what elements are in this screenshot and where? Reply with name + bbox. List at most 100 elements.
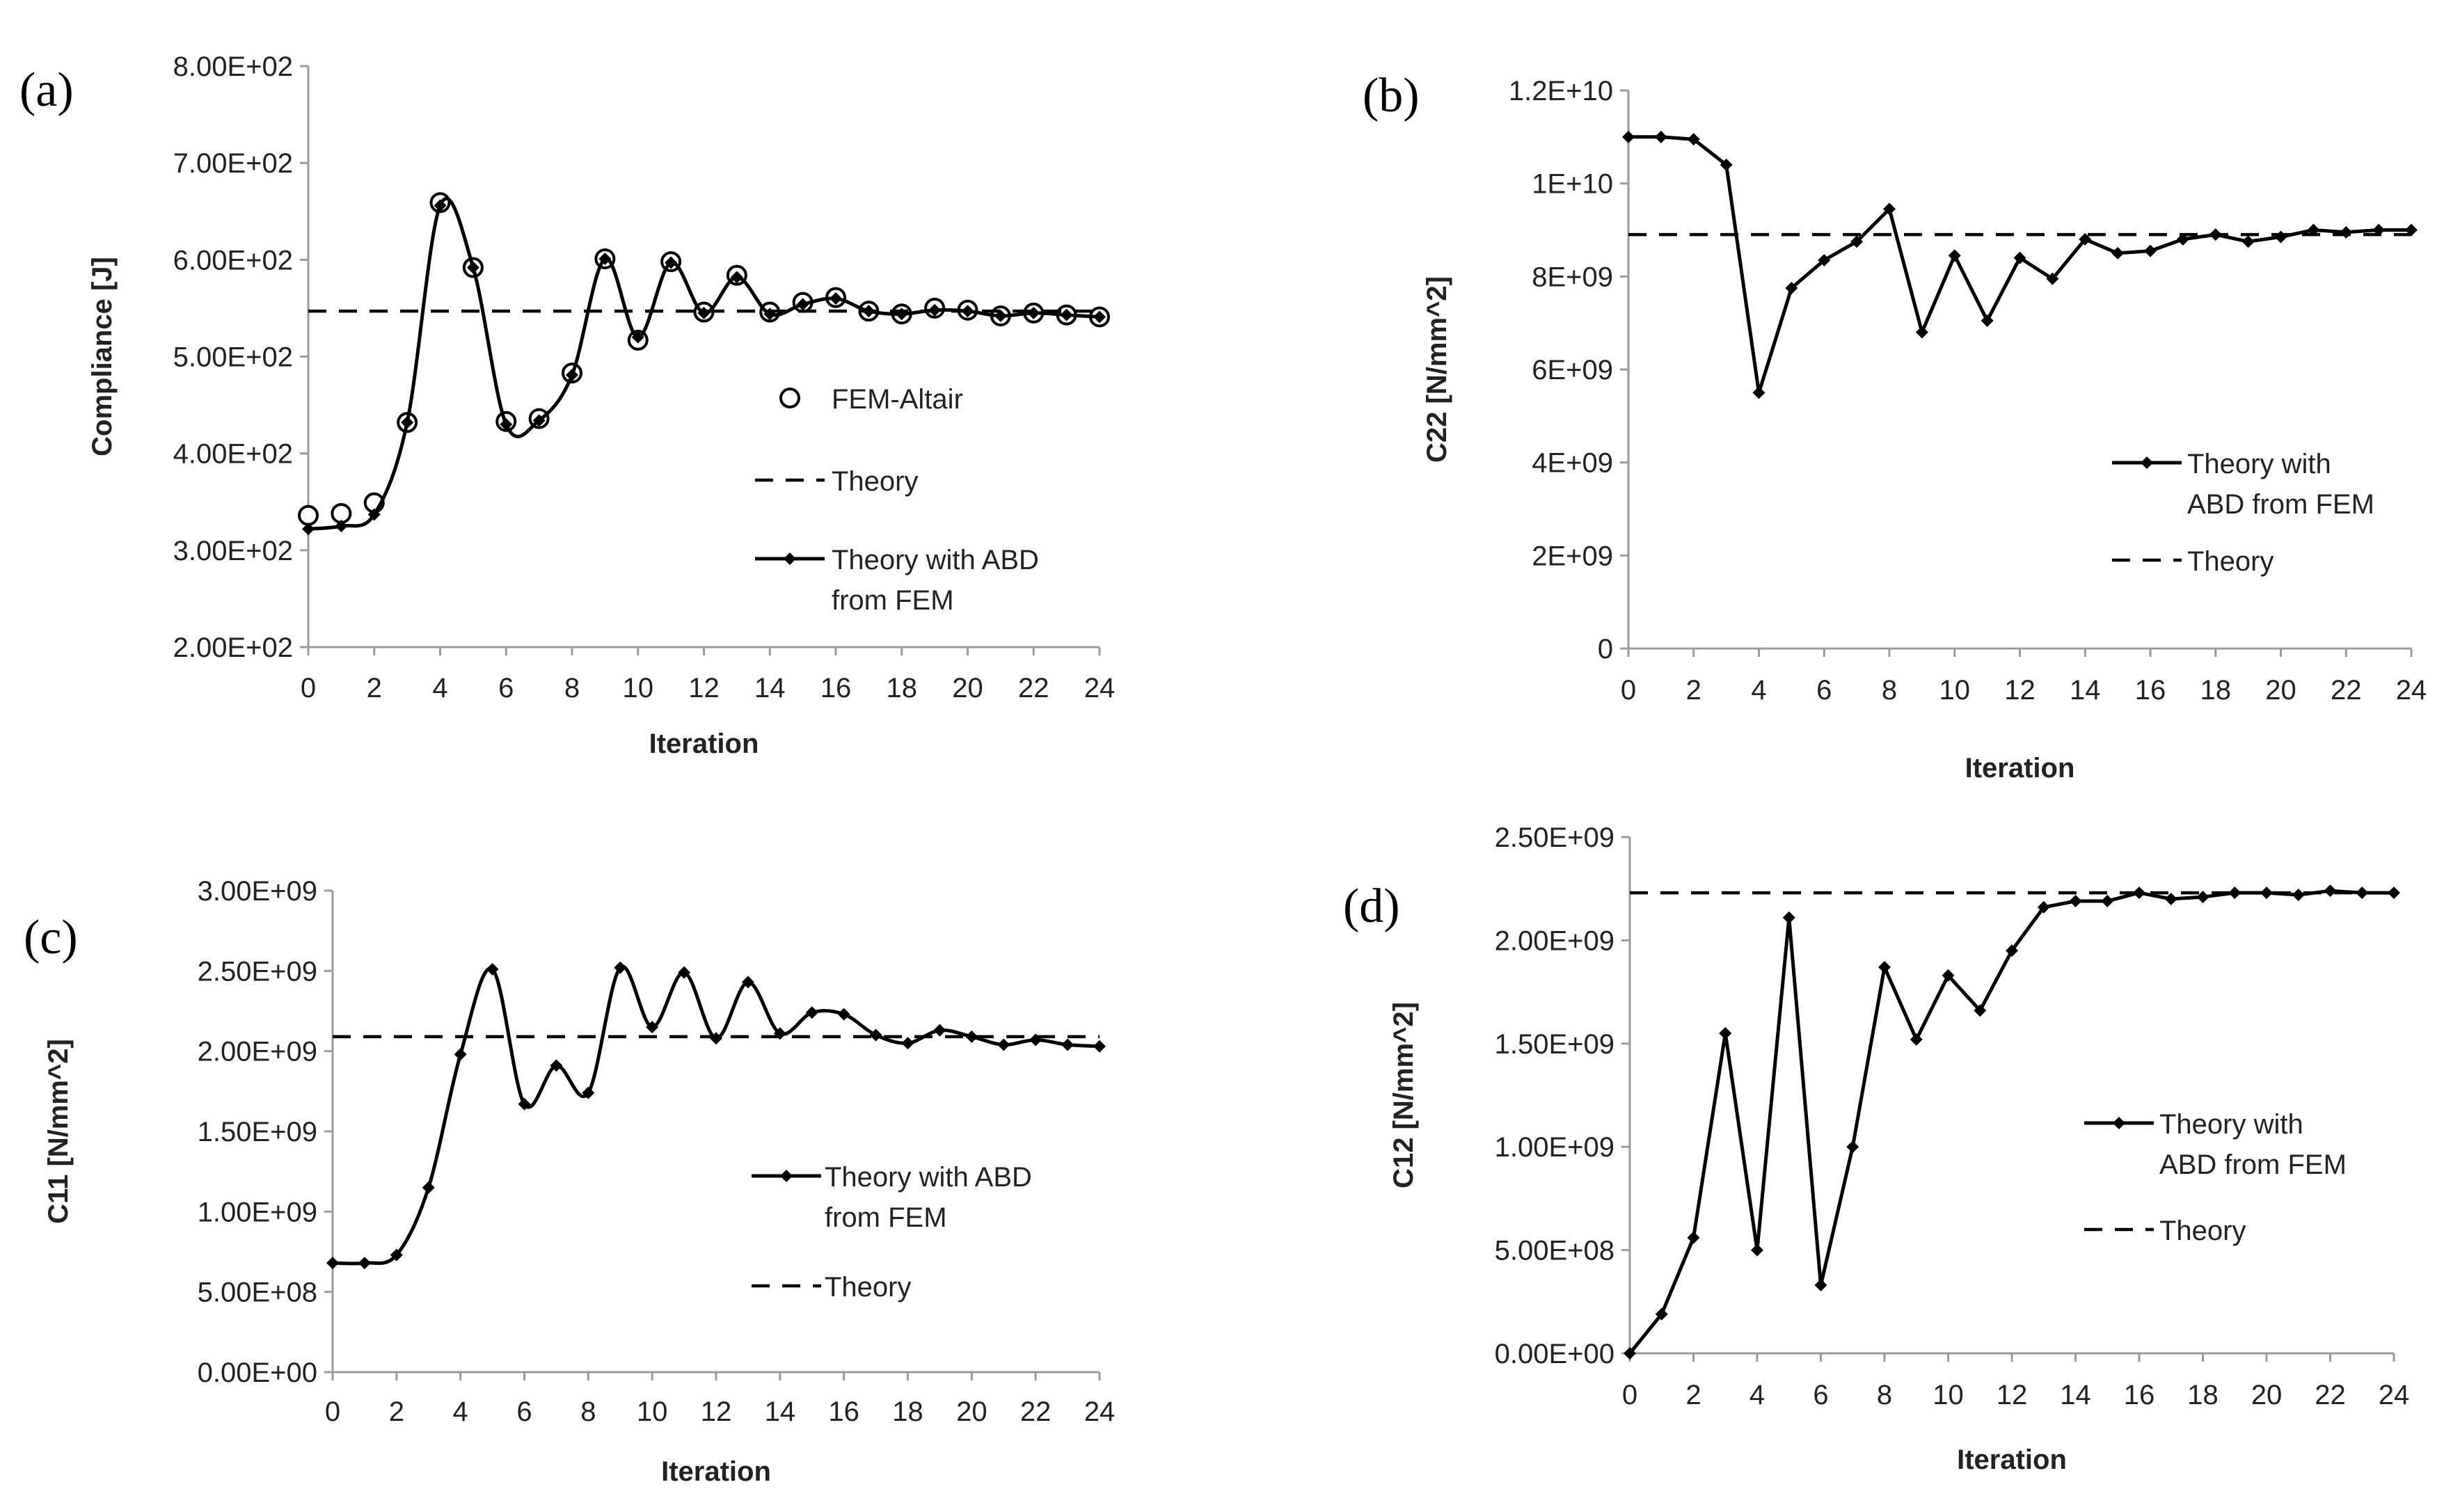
x-tick-label: 16 bbox=[828, 1396, 859, 1427]
y-tick-label: 0 bbox=[1598, 634, 1613, 665]
theory-abd-point bbox=[335, 520, 348, 533]
y-tick-label: 8E+09 bbox=[1532, 262, 1613, 292]
theory-abd-point bbox=[466, 261, 479, 274]
legend-label: Theory bbox=[2159, 1216, 2246, 1246]
legend-symbol bbox=[784, 552, 796, 565]
x-tick-label: 8 bbox=[564, 673, 580, 703]
x-tick-label: 18 bbox=[2200, 675, 2232, 706]
theory-abd-point bbox=[678, 966, 691, 979]
y-tick-label: 3.00E+02 bbox=[173, 536, 293, 566]
chart-c12: 0.00E+00 5.00E+08 1.00E+09 1.50E+09 2.00E+09… bbox=[1388, 822, 2409, 1475]
theory-abd-point bbox=[2006, 944, 2018, 957]
theory-abd-point bbox=[928, 303, 942, 317]
theory-abd-point bbox=[1093, 310, 1106, 324]
x-tick-label: 20 bbox=[2265, 675, 2296, 706]
panel-label-d: (d) bbox=[1343, 880, 1400, 933]
theory-abd-point bbox=[741, 976, 754, 989]
x-tick-label: 14 bbox=[2070, 675, 2101, 706]
y-axis-label: Compliance [J] bbox=[87, 257, 118, 456]
y-tick-label: 3.00E+09 bbox=[198, 876, 317, 907]
theory-abd-point bbox=[401, 416, 414, 429]
y-tick-label: 5.00E+02 bbox=[173, 342, 293, 373]
theory-abd-point bbox=[1878, 960, 1891, 973]
x-tick-label: 16 bbox=[820, 673, 852, 703]
x-tick-label: 20 bbox=[956, 1396, 987, 1427]
y-tick-label: 1.00E+09 bbox=[198, 1197, 317, 1227]
x-axis-label: Iteration bbox=[1957, 1445, 2067, 1475]
x-tick-label: 12 bbox=[688, 673, 720, 703]
x-tick-label: 8 bbox=[1877, 1380, 1892, 1410]
theory-abd-point bbox=[367, 508, 381, 521]
y-tick-label: 2.00E+09 bbox=[1495, 925, 1614, 956]
theory-abd-point bbox=[697, 306, 711, 319]
theory-abd-line bbox=[332, 964, 1100, 1266]
theory-abd-point bbox=[614, 961, 627, 974]
theory-abd-point bbox=[1027, 306, 1040, 319]
x-tick-label: 24 bbox=[1084, 673, 1116, 703]
x-tick-label: 0 bbox=[1622, 1380, 1637, 1410]
theory-abd-point bbox=[2388, 886, 2400, 900]
y-tick-label: 5.00E+08 bbox=[1495, 1236, 1614, 1266]
y-tick-label: 2.50E+09 bbox=[1495, 822, 1614, 853]
theory-abd-point bbox=[1785, 282, 1798, 295]
x-tick-label: 14 bbox=[2060, 1380, 2091, 1410]
legend-symbol bbox=[780, 1170, 793, 1182]
x-tick-label: 24 bbox=[2379, 1380, 2410, 1410]
legend-label: Theory bbox=[832, 466, 919, 497]
panel-label-a: (a) bbox=[19, 63, 74, 117]
y-tick-label: 1.2E+10 bbox=[1509, 76, 1613, 106]
theory-abd-point bbox=[869, 1028, 882, 1042]
theory-abd-point bbox=[1624, 1347, 1636, 1360]
theory-abd-point bbox=[961, 305, 974, 318]
theory-abd-point bbox=[2164, 893, 2177, 906]
theory-abd-point bbox=[1093, 1040, 1106, 1053]
legend-label: from FEM bbox=[825, 1202, 947, 1233]
theory-abd-point bbox=[2292, 889, 2305, 902]
theory-abd-point bbox=[2324, 884, 2337, 898]
theory-abd-point bbox=[1655, 1307, 1668, 1321]
legend-label: ABD from FEM bbox=[2187, 489, 2374, 520]
x-tick-label: 18 bbox=[2187, 1380, 2219, 1410]
legend-label: Theory with bbox=[2187, 449, 2331, 479]
x-tick-label: 8 bbox=[1882, 675, 1897, 706]
legend-symbol bbox=[2141, 456, 2153, 469]
theory-abd-point bbox=[2013, 251, 2026, 264]
theory-abd-point bbox=[1687, 1231, 1700, 1244]
theory-abd-point bbox=[1752, 386, 1765, 399]
theory-abd-point bbox=[532, 414, 546, 427]
theory-abd-point bbox=[895, 308, 908, 321]
theory-abd-point bbox=[1981, 314, 1994, 327]
legend-label: Theory bbox=[825, 1272, 912, 1303]
fem-altair-point bbox=[298, 504, 319, 526]
theory-abd-point bbox=[2241, 235, 2255, 248]
y-tick-label: 1.50E+09 bbox=[1495, 1029, 1614, 1060]
x-tick-label: 6 bbox=[516, 1396, 532, 1427]
theory-abd-point bbox=[1751, 1243, 1763, 1257]
x-tick-label: 18 bbox=[892, 1396, 923, 1427]
x-tick-label: 6 bbox=[1816, 675, 1832, 706]
x-tick-label: 0 bbox=[1621, 675, 1636, 706]
y-tick-label: 0.00E+00 bbox=[1495, 1339, 1614, 1369]
y-axis-label: C12 [N/mm^2] bbox=[1388, 1002, 1419, 1188]
x-tick-label: 18 bbox=[887, 673, 918, 703]
theory-abd-point bbox=[631, 331, 644, 344]
theory-abd-point bbox=[1814, 1279, 1827, 1292]
theory-abd-point bbox=[2196, 891, 2209, 904]
theory-abd-point bbox=[1883, 202, 1896, 216]
theory-abd-point bbox=[566, 368, 578, 381]
theory-abd-point bbox=[763, 308, 777, 321]
x-axis-label: Iteration bbox=[661, 1456, 771, 1487]
y-tick-label: 7.00E+02 bbox=[173, 148, 293, 179]
theory-abd-point bbox=[837, 1008, 850, 1021]
theory-abd-point bbox=[326, 1257, 339, 1270]
theory-abd-point bbox=[1782, 911, 1795, 924]
theory-abd-point bbox=[965, 1030, 978, 1043]
x-tick-label: 22 bbox=[1018, 673, 1049, 703]
legend-symbol bbox=[779, 388, 800, 408]
y-tick-label: 5.00E+08 bbox=[198, 1278, 317, 1308]
theory-abd-point bbox=[1910, 1033, 1923, 1046]
theory-abd-point bbox=[500, 417, 513, 431]
x-tick-label: 16 bbox=[2135, 675, 2166, 706]
theory-abd-point bbox=[1948, 249, 1961, 262]
theory-abd-point bbox=[434, 199, 447, 212]
